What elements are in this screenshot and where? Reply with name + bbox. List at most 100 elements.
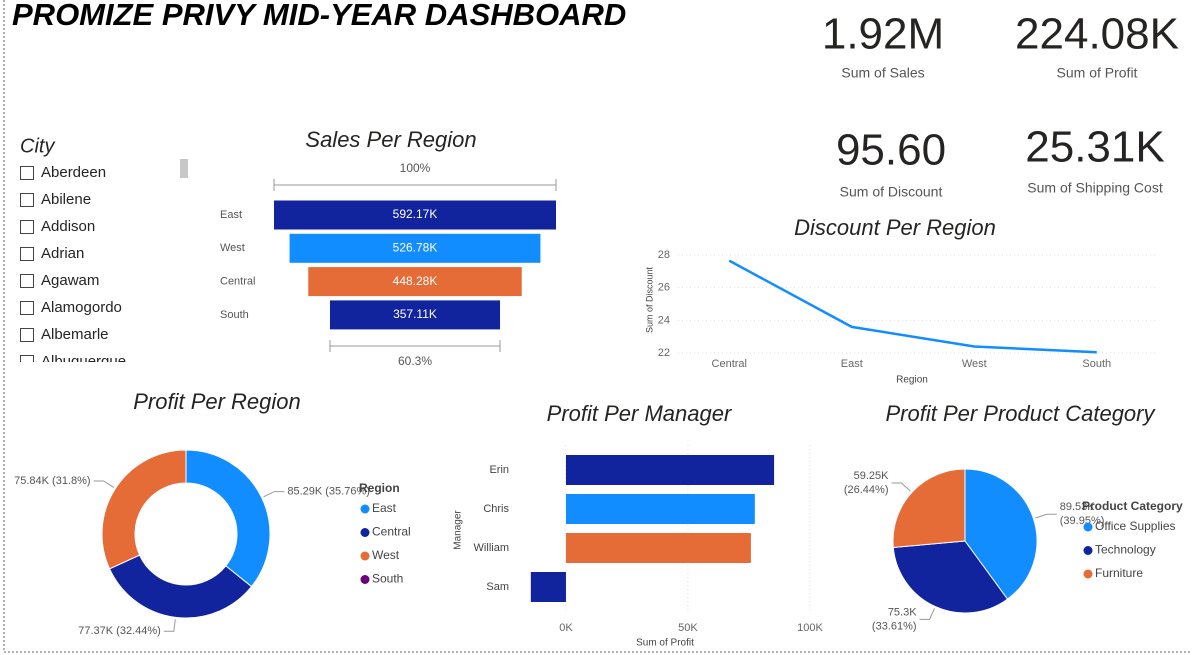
- category-label: South: [220, 309, 249, 321]
- slice: [101, 449, 187, 570]
- data-label: 89.53K: [1060, 501, 1096, 513]
- x-axis-title: Sum of Profit: [636, 638, 694, 649]
- line: [728, 259, 1097, 354]
- slicer-item[interactable]: Addison: [41, 218, 95, 235]
- y-tick-label: Erin: [489, 464, 509, 476]
- y-tick-label: Sam: [486, 581, 509, 593]
- slice: [892, 540, 1009, 614]
- kpi-label: Sum of Sales: [841, 65, 924, 81]
- checkbox[interactable]: [20, 274, 34, 288]
- x-tick-label: 100K: [797, 622, 823, 634]
- chart-title: Profit Per Product Category: [885, 401, 1156, 426]
- slicer-item[interactable]: Albemarle: [41, 326, 109, 343]
- data-label: 448.28K: [393, 274, 438, 288]
- kpi-value: 224.08K: [1015, 10, 1179, 59]
- legend-label: Central: [372, 525, 411, 539]
- checkbox[interactable]: [20, 247, 34, 261]
- slicer-item[interactable]: Albuquerque: [41, 353, 126, 370]
- funnel-bar: [274, 200, 556, 230]
- scrollbar[interactable]: [180, 159, 188, 178]
- data-label: 59.25K: [854, 470, 890, 482]
- kpi-value: 1.92M: [822, 10, 944, 59]
- slice: [185, 449, 271, 588]
- kpi-label: Sum of Discount: [840, 184, 943, 200]
- funnel-label: 60.3%: [398, 354, 432, 368]
- legend-label: South: [372, 572, 403, 586]
- leader-line: [93, 480, 114, 488]
- checkbox[interactable]: [20, 328, 34, 342]
- dashboard-title: PROMIZE PRIVY MID-YEAR DASHBOARD: [12, 0, 626, 32]
- data-label: 592.17K: [393, 207, 438, 221]
- funnel-bar: [289, 233, 541, 263]
- slicer-item[interactable]: Adrian: [41, 245, 84, 262]
- data-label: (39.95%): [1060, 515, 1105, 527]
- y-axis-title: Manager: [453, 510, 464, 550]
- x-tick-label: 0K: [559, 622, 573, 634]
- slicer-list: Aberdeen Abilene Addison Adrian Agawam Alamog…: [20, 164, 126, 370]
- legend-marker: [1083, 546, 1093, 555]
- funnel-bar: [308, 267, 522, 297]
- legend-label: East: [372, 501, 397, 515]
- category-label: Central: [220, 276, 255, 288]
- legend-label: Technology: [1095, 543, 1156, 557]
- chart-title: Discount Per Region: [794, 215, 996, 240]
- checkbox[interactable]: [20, 355, 34, 369]
- category-label: West: [220, 242, 245, 254]
- checkbox[interactable]: [20, 166, 34, 180]
- leader-line: [163, 619, 176, 632]
- legend-marker: [360, 551, 370, 561]
- bar: [565, 533, 751, 563]
- data-label: 75.84K (31.8%): [14, 475, 90, 487]
- chart-title: Profit Per Region: [133, 389, 301, 414]
- x-tick-label: South: [1082, 358, 1111, 370]
- checkbox[interactable]: [20, 301, 34, 315]
- bar: [565, 455, 775, 485]
- x-tick-label: West: [962, 358, 987, 370]
- leader-line: [891, 482, 911, 492]
- slicer-title: City: [20, 135, 55, 157]
- slicer-item[interactable]: Abilene: [41, 191, 91, 208]
- legend-marker: [360, 528, 370, 537]
- bar: [530, 572, 566, 602]
- chart-title: Profit Per Manager: [547, 401, 733, 426]
- slice: [964, 468, 1038, 600]
- legend-marker: [1083, 569, 1093, 579]
- slicer-item[interactable]: Aberdeen: [41, 164, 106, 181]
- funnel-label: 100%: [400, 161, 431, 175]
- data-label: (26.44%): [844, 484, 889, 496]
- legend-title: Product Category: [1082, 499, 1183, 513]
- checkbox[interactable]: [20, 220, 34, 234]
- data-label: (33.61%): [872, 620, 917, 632]
- kpi-label: Sum of Profit: [1057, 65, 1138, 81]
- slicer-item[interactable]: Alamogordo: [41, 299, 122, 316]
- chart-title: Sales Per Region: [305, 127, 476, 152]
- data-label: 526.78K: [393, 240, 438, 254]
- y-tick-label: 22: [658, 347, 670, 359]
- legend-marker: [360, 575, 370, 584]
- leader-line: [919, 608, 935, 620]
- data-label: 75.3K: [888, 606, 917, 618]
- y-tick-label: William: [474, 542, 509, 554]
- y-tick-label: 26: [658, 282, 670, 294]
- slice: [892, 468, 966, 549]
- bar: [565, 494, 755, 524]
- leader-line: [1035, 513, 1057, 519]
- legend-marker: [1083, 522, 1093, 532]
- checkbox[interactable]: [20, 193, 34, 207]
- legend-label: West: [372, 548, 400, 562]
- slice: [108, 554, 253, 619]
- funnel-bar: [329, 300, 501, 330]
- category-label: East: [220, 209, 242, 221]
- data-label: 77.37K (32.44%): [78, 625, 161, 637]
- x-tick-label: 50K: [678, 622, 698, 634]
- legend-label: Office Supplies: [1095, 519, 1176, 533]
- y-tick-label: 28: [658, 249, 670, 261]
- legend-title: Region: [359, 481, 400, 495]
- kpi-value: 25.31K: [1025, 123, 1164, 172]
- legend-marker: [360, 504, 370, 514]
- y-tick-label: 24: [658, 314, 670, 326]
- slicer-item[interactable]: Agawam: [41, 272, 99, 289]
- kpi-value: 95.60: [836, 126, 946, 175]
- kpi-label: Sum of Shipping Cost: [1027, 180, 1163, 196]
